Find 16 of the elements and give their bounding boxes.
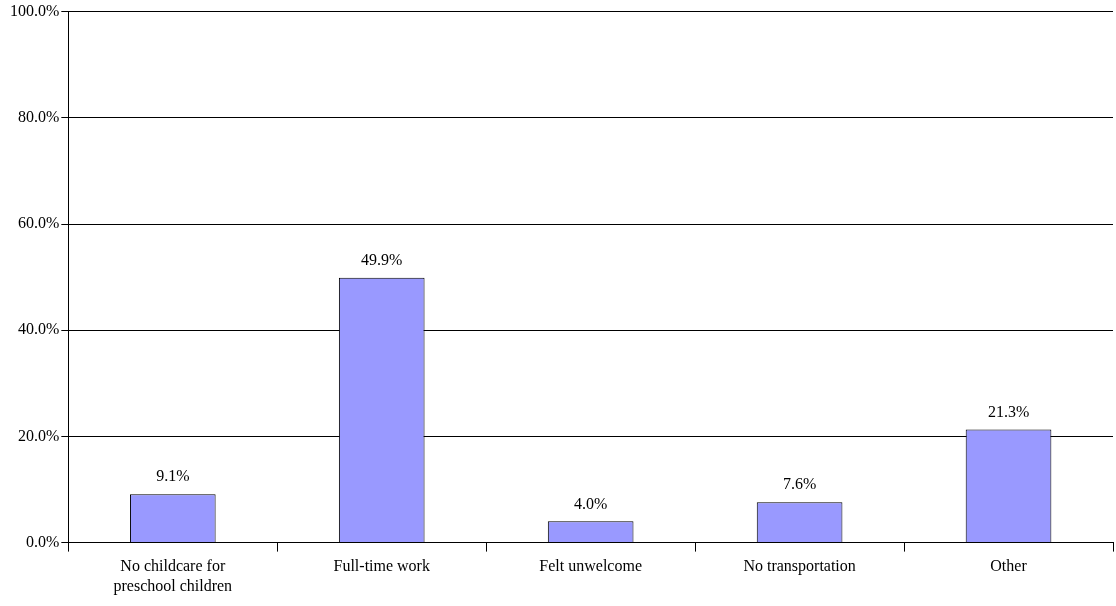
x-tick-label: No transportation: [743, 557, 856, 576]
x-tick-label: Other: [990, 557, 1028, 575]
data-label: 9.1%: [156, 467, 190, 485]
data-label: 49.9%: [361, 250, 403, 268]
data-label: 21.3%: [987, 402, 1030, 420]
y-tick-label: 0.0%: [26, 532, 60, 550]
y-tick-label: 60.0%: [18, 214, 60, 232]
x-tick-label: No childcare for preschool children: [113, 557, 233, 595]
y-tick-label: 20.0%: [18, 426, 60, 444]
y-tick-label: 80.0%: [18, 108, 60, 125]
y-tick-label: 100.0%: [10, 1, 60, 19]
data-label: 7.6%: [782, 475, 817, 493]
y-tick-label: 40.0%: [18, 320, 60, 338]
x-tick-label: Felt unwelcome: [539, 557, 642, 575]
data-label: 4.0%: [574, 494, 608, 512]
x-tick-label: Full-time work: [333, 557, 430, 575]
